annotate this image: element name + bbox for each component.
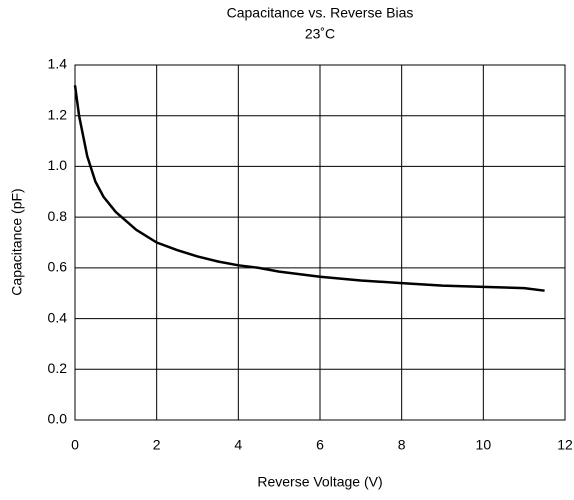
y-tick-label: 0.6 <box>48 259 68 275</box>
y-tick-label: 1.4 <box>48 56 68 72</box>
x-tick-label: 4 <box>234 437 242 453</box>
y-tick-label: 1.2 <box>48 106 68 122</box>
x-tick-label: 2 <box>153 437 161 453</box>
x-axis-label: Reverse Voltage (V) <box>257 474 382 490</box>
x-tick-label: 12 <box>557 437 573 453</box>
data-line <box>73 85 545 292</box>
y-tick-label: 0.4 <box>48 309 68 325</box>
y-tick-label: 0.8 <box>48 208 68 224</box>
x-tick-label: 0 <box>71 437 79 453</box>
y-tick-label: 0.2 <box>48 360 68 376</box>
y-tick-label: 0.0 <box>48 411 68 427</box>
x-tick-label: 8 <box>398 437 406 453</box>
chart-title: Capacitance vs. Reverse Bias <box>227 5 414 21</box>
chart-subtitle: 23˚C <box>305 26 335 42</box>
x-tick-label: 6 <box>316 437 324 453</box>
y-axis-label: Capacitance (pF) <box>9 188 25 295</box>
y-tick-label: 1.0 <box>48 157 68 173</box>
x-tick-label: 10 <box>476 437 492 453</box>
